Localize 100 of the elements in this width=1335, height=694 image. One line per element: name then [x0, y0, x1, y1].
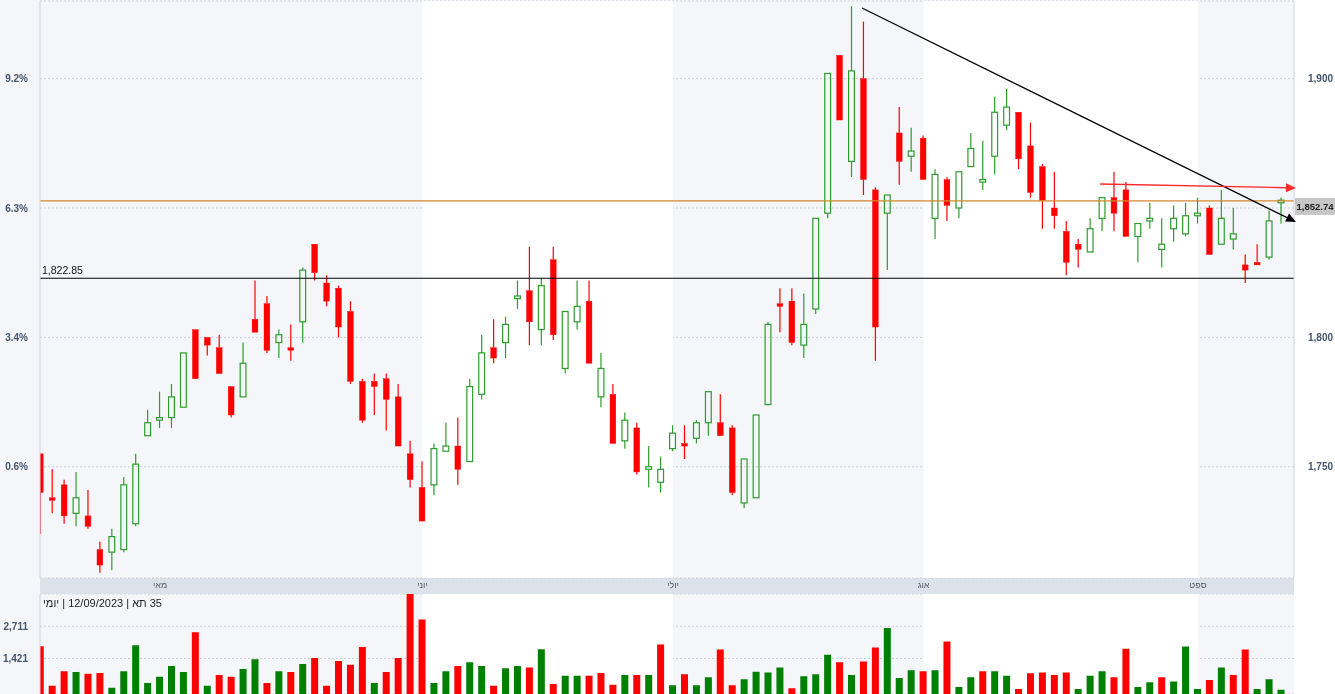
y-tick-label: 0.6%	[5, 461, 29, 473]
bar	[215, 675, 223, 694]
bar	[239, 669, 247, 694]
bar	[156, 676, 164, 694]
bar	[96, 673, 104, 694]
bar	[346, 664, 354, 694]
bar	[621, 675, 629, 694]
bar	[752, 671, 760, 694]
bar	[72, 672, 80, 694]
bar	[132, 645, 140, 694]
bar	[1038, 672, 1046, 694]
bar	[1122, 648, 1130, 694]
bar	[191, 632, 199, 694]
bar	[1205, 680, 1213, 694]
x-tick-label: יולי	[667, 580, 679, 591]
candlestick	[597, 352, 605, 408]
bar	[776, 667, 784, 694]
bar	[633, 675, 641, 694]
bar	[466, 662, 474, 694]
bar	[335, 661, 343, 694]
bar	[1277, 689, 1285, 694]
bar	[478, 666, 486, 694]
bar	[490, 685, 498, 694]
bar	[454, 666, 462, 694]
bar	[669, 685, 677, 694]
candlestick	[788, 287, 795, 346]
bar	[513, 666, 521, 694]
bar	[1062, 672, 1070, 694]
bar	[895, 678, 903, 694]
bar	[358, 647, 366, 694]
bar	[167, 666, 175, 694]
candlestick	[263, 295, 271, 354]
bar	[108, 687, 116, 694]
x-tick-label: ספט	[1189, 580, 1207, 591]
bar	[704, 677, 712, 694]
bar	[60, 671, 68, 694]
bar	[859, 661, 867, 694]
y2-tick-label: 1,750	[1308, 461, 1334, 473]
bar	[1253, 689, 1261, 694]
y2-tick-label: 1,800	[1308, 331, 1334, 343]
bar	[525, 667, 533, 694]
y-tick-label: 3.4%	[5, 331, 29, 343]
bar	[1265, 679, 1273, 694]
bar	[1015, 689, 1023, 694]
bar	[919, 671, 927, 694]
bar	[251, 659, 259, 694]
bar	[609, 684, 617, 694]
bar	[275, 671, 283, 694]
bar	[645, 675, 653, 694]
bar	[836, 662, 844, 694]
bar	[227, 676, 235, 694]
bar	[287, 672, 295, 694]
bar	[549, 684, 557, 694]
bar	[979, 671, 987, 694]
candlestick	[430, 442, 438, 496]
bar	[323, 685, 331, 694]
bar	[203, 685, 211, 694]
y2-tick-label: 1,900	[1308, 73, 1334, 85]
bar	[1026, 673, 1034, 694]
bar	[680, 674, 688, 694]
bar	[299, 664, 307, 694]
bar	[871, 647, 879, 694]
y-tick-label: 6.3%	[5, 202, 29, 214]
bar	[1170, 681, 1178, 694]
y-tick-label: 1,421	[2, 653, 29, 665]
x-tick-label: מאי	[152, 580, 168, 591]
bar	[1194, 689, 1201, 694]
bar	[931, 670, 939, 694]
bar	[1182, 646, 1190, 694]
candlestick	[776, 287, 784, 333]
bar	[824, 654, 832, 694]
bar	[597, 673, 605, 694]
bar	[394, 658, 402, 694]
candlestick	[84, 489, 92, 530]
bar	[728, 685, 736, 694]
bar	[967, 677, 975, 694]
candlestick	[1158, 217, 1166, 269]
bar	[502, 668, 510, 694]
bar	[848, 675, 856, 694]
candlestick	[896, 106, 903, 186]
bar	[657, 644, 665, 694]
ref-line-label: 1,822.85	[42, 264, 84, 277]
bar	[1146, 682, 1154, 694]
bar	[263, 683, 271, 694]
bar	[561, 675, 569, 694]
bar	[943, 641, 951, 694]
bar	[370, 683, 378, 694]
bar	[311, 658, 319, 694]
candlestick	[96, 541, 103, 574]
candlestick	[943, 176, 951, 222]
bar	[179, 672, 187, 694]
candlestick	[931, 168, 939, 240]
bar	[764, 672, 772, 694]
candlestick	[406, 440, 414, 489]
bar	[144, 683, 152, 694]
bar	[382, 672, 390, 694]
bar	[716, 649, 724, 694]
x-tick-label: יוני	[417, 580, 428, 591]
candlestick	[645, 445, 653, 489]
x-tick-label: אוג	[917, 580, 930, 591]
